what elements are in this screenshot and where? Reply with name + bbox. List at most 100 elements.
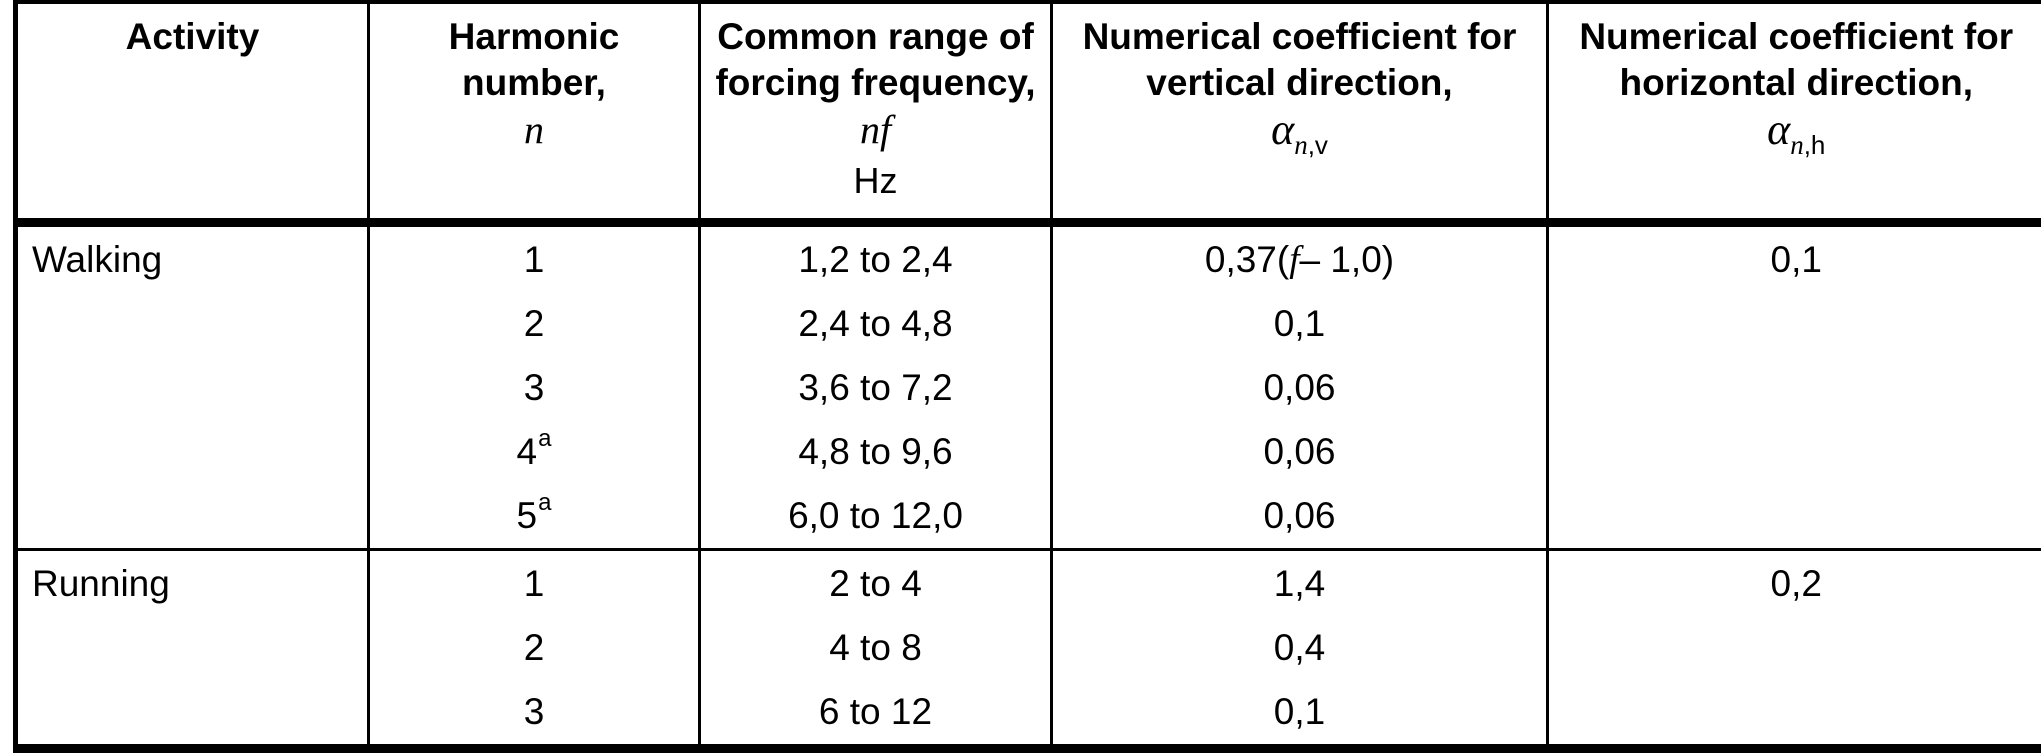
- footnote-marker: a: [538, 488, 552, 516]
- alpha-symbol: α: [1767, 105, 1791, 154]
- column-title-line: Harmonic: [448, 16, 620, 57]
- frequency-range-value: 4 to 8: [829, 626, 922, 668]
- vertical-coefficient-value: 1,4: [1053, 551, 1546, 615]
- activity-group-walking: Walking 1 2 3 4 a 5 a 1,2 to 2,4 2,4 to 4,8 3,6 to…: [15, 222, 2041, 550]
- harmonic-number-value: 1: [370, 227, 698, 291]
- frequency-range-value: 2 to 4: [829, 562, 922, 604]
- activity-label: Running: [32, 562, 170, 604]
- harmonic-number-text: 1: [523, 238, 545, 280]
- column-title-line: forcing frequency,: [715, 62, 1036, 103]
- vertical-coefficient-value: 0,1: [1053, 291, 1546, 355]
- column-header-harmonic: Harmonic number, n: [367, 2, 700, 223]
- column-unit: Hz: [853, 160, 898, 201]
- activity-cell: Running: [16, 549, 369, 748]
- horizontal-coefficient-cell: 0,1: [1546, 222, 2041, 550]
- symbol-variable: n: [524, 107, 544, 152]
- harmonic-number-value: 3: [370, 355, 698, 419]
- forcing-frequency-cell: 1,2 to 2,4 2,4 to 4,8 3,6 to 7,2 4,8 to 9,6…: [698, 222, 1052, 550]
- horizontal-coefficient-value: 0,1: [1770, 238, 1822, 280]
- table-wrapper: Activity Harmonic number, n Common range of f…: [13, 0, 2041, 753]
- harmonic-number-value: 2: [370, 291, 698, 355]
- column-title-line: Common range of: [717, 16, 1034, 57]
- column-title-line: Numerical coefficient for: [1579, 16, 2014, 57]
- activity-label: Walking: [32, 238, 163, 280]
- harmonic-number-text: 3: [523, 690, 545, 732]
- harmonic-number-text: 1: [523, 562, 545, 604]
- vertical-coefficient-part: 0,06: [1263, 495, 1336, 537]
- vertical-coefficient-part: 0,06: [1263, 431, 1336, 473]
- frequency-range-value: 1,2 to 2,4: [798, 238, 953, 280]
- vertical-coefficient-part: 0,4: [1273, 626, 1326, 668]
- column-title-line: Numerical coefficient for: [1082, 16, 1517, 57]
- symbol-subscript-n: n: [1790, 130, 1804, 160]
- activity-harmonic-coefficients-table: Activity Harmonic number, n Common range of f…: [13, 0, 2041, 753]
- vertical-coefficient-value: 0,06: [1053, 420, 1546, 484]
- vertical-coefficient-cell: 1,4 0,4 0,1: [1050, 549, 1548, 748]
- harmonic-number-text: 2: [523, 626, 545, 668]
- frequency-range-value: 2,4 to 4,8: [798, 302, 953, 344]
- symbol-subscript-n: n: [1294, 130, 1308, 160]
- forcing-frequency-cell: 2 to 4 4 to 8 6 to 12: [698, 549, 1052, 748]
- column-symbol: αn,h: [1549, 105, 2041, 161]
- vertical-coefficient-part: 0,06: [1263, 366, 1336, 408]
- horizontal-coefficient-value: [1549, 291, 2041, 355]
- column-header-activity: Activity: [16, 2, 369, 223]
- horizontal-coefficient-value: [1549, 679, 2041, 743]
- vertical-coefficient-part: f: [1289, 238, 1300, 280]
- frequency-range-value: 6,0 to 12,0: [788, 495, 963, 537]
- vertical-coefficient-value: 0,06: [1053, 484, 1546, 548]
- horizontal-coefficient-value: 0,2: [1770, 562, 1822, 604]
- column-title: Numerical coefficient for horizontal dire…: [1549, 14, 2041, 106]
- alpha-symbol: α: [1271, 105, 1295, 154]
- harmonic-number-value: 3: [370, 679, 698, 743]
- horizontal-coefficient-value: [1549, 420, 2041, 484]
- column-symbol: αn,v: [1053, 105, 1546, 161]
- column-title-line: Activity: [125, 16, 260, 57]
- column-title: Numerical coefficient for vertical direct…: [1053, 14, 1546, 106]
- vertical-coefficient-part: 0,37(: [1204, 238, 1290, 280]
- column-symbol: nf: [701, 106, 1050, 154]
- harmonic-number-text: 4: [516, 431, 538, 473]
- vertical-coefficient-value: 0,4: [1053, 615, 1546, 679]
- frequency-range-value: 4,8 to 9,6: [798, 431, 953, 473]
- horizontal-coefficient-value: [1549, 484, 2041, 548]
- symbol-subscript-direction: ,v: [1307, 130, 1328, 160]
- footnote-marker: a: [538, 424, 552, 452]
- vertical-coefficient-part: 0,1: [1273, 690, 1326, 732]
- activity-cell: Walking: [16, 223, 369, 550]
- column-title-line: horizontal direction,: [1619, 62, 1974, 103]
- vertical-coefficient-value: 0,37(f – 1,0): [1053, 227, 1546, 291]
- horizontal-coefficient-cell: 0,2: [1546, 549, 2041, 748]
- column-header-vertical: Numerical coefficient for vertical direct…: [1050, 2, 1548, 223]
- column-title-line: vertical direction,: [1146, 62, 1453, 103]
- harmonic-number-text: 2: [523, 302, 545, 344]
- symbol-subscript: n,v: [1294, 121, 1328, 169]
- frequency-range-value: 3,6 to 7,2: [798, 366, 953, 408]
- column-header-horizontal: Numerical coefficient for horizontal dire…: [1546, 2, 2041, 223]
- symbol-subscript: n,h: [1790, 121, 1825, 169]
- vertical-coefficient-part: 0,1: [1273, 302, 1326, 344]
- table-header-row: Activity Harmonic number, n Common range of f…: [15, 2, 2041, 223]
- harmonic-number-value: 2: [370, 615, 698, 679]
- table-body: Walking 1 2 3 4 a 5 a 1,2 to 2,4 2,4 to 4,8 3,6 to…: [15, 222, 2041, 748]
- column-title: Common range of forcing frequency,: [701, 14, 1050, 106]
- activity-group-running: Running 1 2 3 2 to 4 4 to 8 6 to 12 1,4 0,4 0,1 0,…: [15, 549, 2041, 748]
- symbol-subscript-direction: ,h: [1803, 130, 1826, 160]
- symbol-variable: nf: [859, 107, 892, 152]
- harmonic-number-value: 1: [370, 551, 698, 615]
- horizontal-coefficient-value: [1549, 355, 2041, 419]
- column-title: Activity: [18, 14, 367, 60]
- vertical-coefficient-value: 0,1: [1053, 679, 1546, 743]
- vertical-coefficient-part: – 1,0): [1299, 238, 1395, 280]
- column-title: Harmonic number,: [370, 14, 698, 106]
- column-title-line: number,: [462, 62, 606, 103]
- vertical-coefficient-part: 1,4: [1273, 562, 1326, 604]
- horizontal-coefficient-value: [1549, 615, 2041, 679]
- vertical-coefficient-cell: 0,37(f – 1,0) 0,1 0,06 0,06 0,06: [1050, 222, 1548, 550]
- harmonic-number-text: 3: [523, 366, 545, 408]
- frequency-range-value: 6 to 12: [818, 690, 933, 732]
